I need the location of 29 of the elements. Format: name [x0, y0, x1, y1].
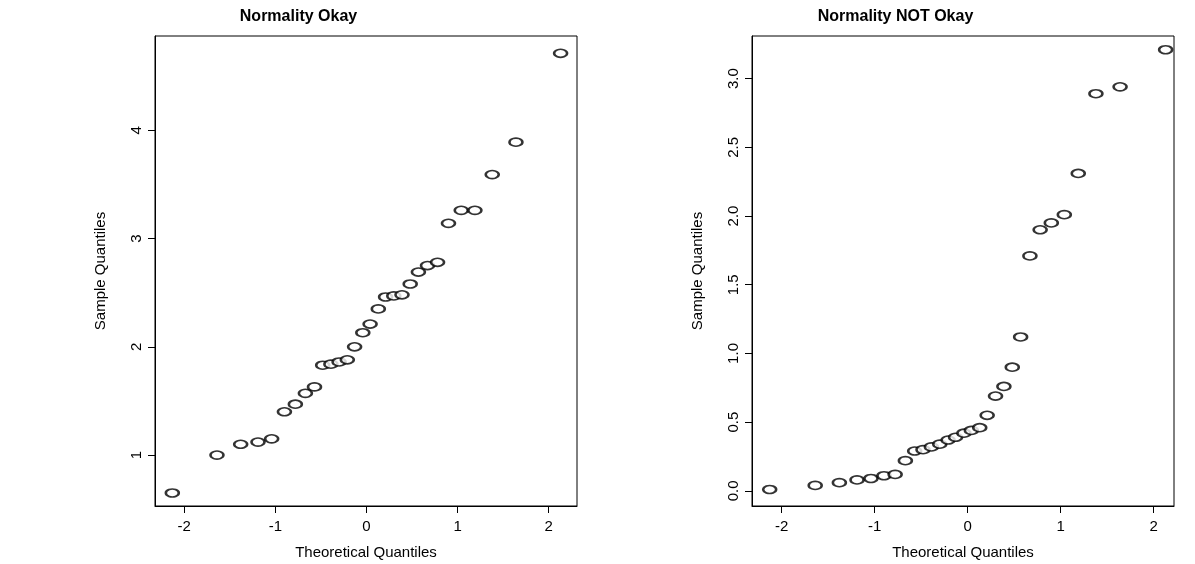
- y-tick-label: 1.0: [724, 343, 741, 364]
- point: [307, 381, 322, 392]
- x-tick-label: -1: [268, 517, 282, 534]
- y-tick-label: 4: [127, 126, 144, 135]
- x-tick-label: 0: [963, 517, 972, 534]
- point: [441, 218, 456, 229]
- y-tick-label: 1: [127, 450, 144, 460]
- x-tick-label: 1: [453, 517, 462, 534]
- y-tick-label: 0.0: [724, 480, 741, 502]
- y-tick-label: 2.0: [724, 205, 741, 227]
- y-tick-label: 2: [127, 342, 144, 351]
- y-tick-label: 3: [127, 234, 144, 243]
- chart-title: Normality NOT Okay: [817, 6, 974, 24]
- y-tick-label: 0.5: [724, 411, 741, 433]
- x-axis-title: Theoretical Quantiles: [892, 543, 1034, 560]
- y-tick-label: 2.5: [724, 136, 741, 158]
- x-tick-label: -2: [775, 517, 789, 534]
- x-tick-label: -2: [177, 517, 191, 534]
- x-tick-label: -1: [868, 517, 882, 534]
- x-tick-label: 2: [544, 517, 553, 534]
- x-tick-label: 0: [362, 517, 371, 534]
- chart-title: Normality Okay: [239, 6, 358, 24]
- y-tick-label: 1.5: [724, 274, 741, 296]
- x-axis-title: Theoretical Quantiles: [295, 543, 437, 560]
- x-tick-label: 1: [1056, 517, 1065, 534]
- y-axis-title: Sample Quantiles: [91, 211, 108, 331]
- x-tick-label: 2: [1149, 517, 1158, 534]
- y-axis-title: Sample Quantiles: [688, 211, 705, 331]
- y-tick-label: 3.0: [724, 68, 741, 90]
